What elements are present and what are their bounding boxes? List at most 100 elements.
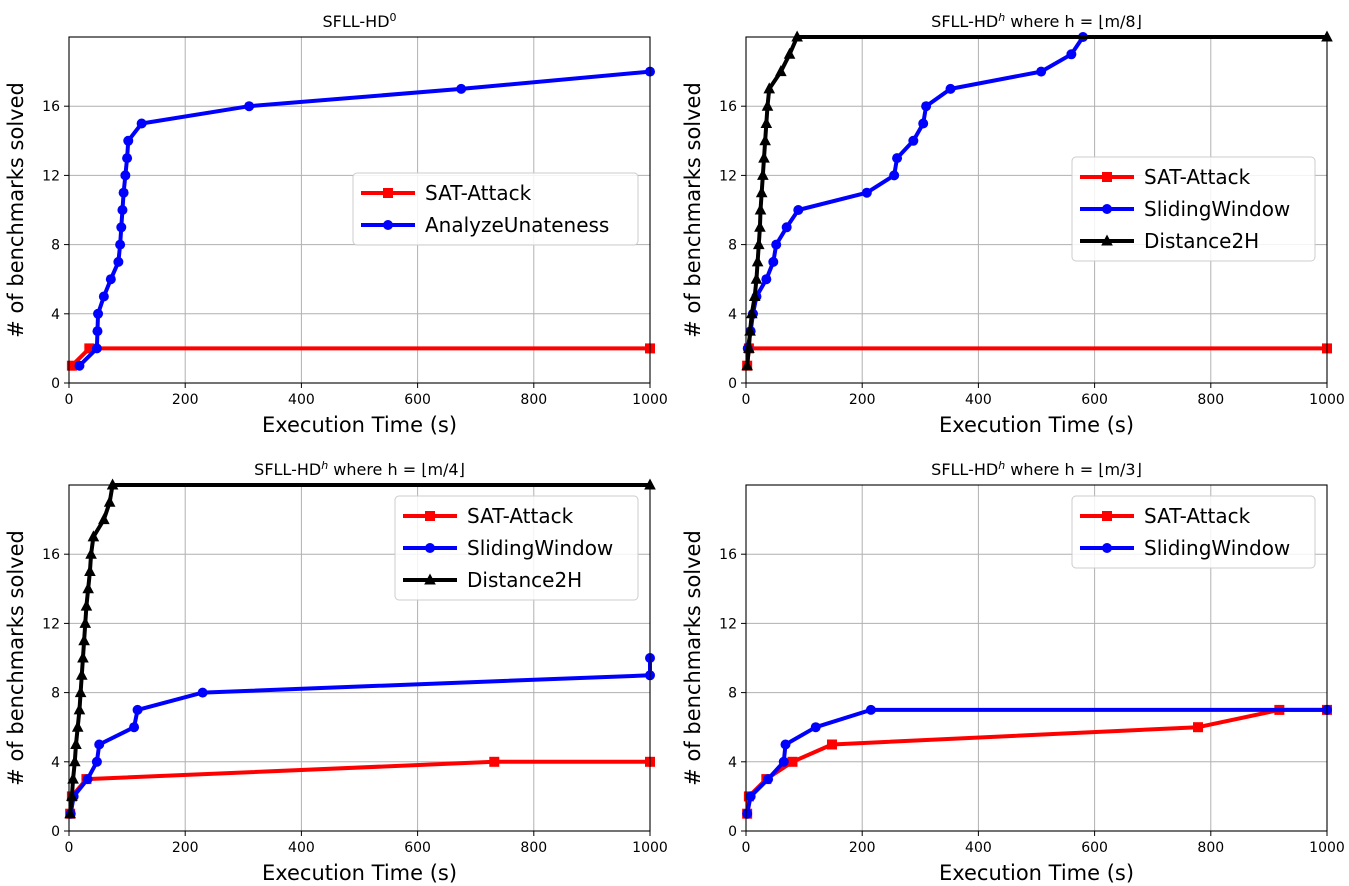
x-tick-label: 800 — [520, 840, 547, 856]
legend-marker — [1102, 204, 1112, 214]
x-axis-label: Execution Time (s) — [939, 413, 1134, 437]
data-point-distance2h — [755, 186, 768, 198]
data-point-distance2h — [763, 82, 776, 94]
data-point-sat-attack — [66, 360, 77, 371]
series-line-sat-attack — [68, 759, 650, 814]
data-point-distance2h — [74, 686, 87, 698]
x-tick-label: 200 — [849, 840, 876, 856]
plot-area — [66, 66, 655, 371]
data-point-sat-attack — [826, 739, 837, 750]
data-point-distance2h — [64, 807, 76, 819]
data-point-slidingwindow — [768, 256, 779, 267]
y-tick-label: 16 — [719, 99, 737, 115]
plot-area — [742, 704, 1332, 819]
data-point-slidingwindow — [82, 774, 93, 785]
data-point-distance2h — [754, 220, 766, 232]
data-point-distance2h — [751, 255, 764, 267]
chart-panel-4: 0 200 400 600 800 1000 0 4 8 12 16 SFLL-HDh where h… — [681, 459, 1345, 885]
data-point-distance2h — [71, 720, 84, 732]
legend-marker — [383, 188, 393, 198]
legend-item-sat-attack: SAT-Attack — [1080, 504, 1251, 528]
data-point-distance2h — [761, 99, 774, 111]
data-point-analyzeunateness — [91, 343, 102, 354]
data-point-sat-attack — [489, 756, 500, 767]
legend-label: SAT-Attack — [425, 181, 532, 205]
axes-frame — [745, 484, 1328, 832]
plot-area — [741, 30, 1333, 371]
y-tick-label: 0 — [51, 376, 60, 392]
data-point-distance2h — [84, 565, 96, 576]
x-tick-label: 200 — [172, 840, 199, 856]
data-point-slidingwindow — [94, 739, 105, 750]
data-point-slidingwindow — [810, 722, 821, 733]
y-tick-label: 8 — [728, 238, 737, 254]
legend-marker — [1102, 511, 1112, 521]
legend: SAT-Attack SlidingWindow Distance2H — [394, 495, 639, 601]
x-tick-label: 0 — [65, 392, 74, 408]
legend-item-analyzeunateness: AnalyzeUnateness — [361, 213, 609, 237]
y-tick-label: 16 — [719, 547, 737, 563]
data-point-distance2h — [1321, 30, 1333, 42]
data-point-analyzeunateness — [93, 308, 104, 319]
y-tick-label: 4 — [728, 755, 737, 771]
data-point-slidingwindow — [132, 704, 143, 715]
y-tick-label: 16 — [42, 547, 60, 563]
data-point-slidingwindow — [763, 774, 774, 785]
data-point-sat-attack — [787, 756, 798, 767]
y-tick-label: 12 — [719, 168, 737, 184]
data-point-distance2h — [741, 359, 753, 371]
data-point-analyzeunateness — [74, 360, 85, 371]
data-point-analyzeunateness — [118, 187, 129, 198]
plot-area — [64, 478, 656, 819]
legend-item-distance2h: Distance2H — [1080, 229, 1259, 253]
data-point-distance2h — [70, 738, 82, 749]
data-point-distance2h — [75, 668, 88, 680]
chart-panel-1: 0 200 400 600 800 1000 0 4 8 12 16 SFLL-HD0 Executio… — [4, 11, 668, 437]
series-line-slidingwindow — [68, 658, 652, 815]
x-tick-label: 200 — [172, 392, 199, 408]
y-tick-label: 12 — [719, 616, 737, 632]
data-point-distance2h — [783, 47, 796, 59]
data-point-distance2h — [106, 478, 119, 490]
legend-label: SAT-Attack — [1144, 504, 1251, 528]
data-point-slidingwindow — [793, 205, 804, 215]
x-tick-label: 600 — [404, 392, 431, 408]
x-tick-label: 1000 — [632, 392, 668, 408]
data-point-slidingwindow — [889, 170, 900, 181]
legend-marker — [425, 511, 435, 521]
y-tick-label: 8 — [51, 238, 60, 254]
data-point-distance2h — [754, 203, 767, 215]
y-axis-label: # of benchmarks solved — [681, 82, 705, 338]
axes-frame — [745, 36, 1328, 384]
data-point-sat-attack — [1193, 722, 1204, 733]
y-tick-label: 0 — [728, 824, 737, 840]
x-tick-label: 600 — [1081, 392, 1108, 408]
chart-title: SFLL-HDh where h = ⌊m/3⌋ — [931, 459, 1142, 479]
data-point-distance2h — [750, 272, 763, 284]
data-point-slidingwindow — [197, 687, 208, 698]
data-point-analyzeunateness — [122, 153, 133, 164]
data-point-distance2h — [79, 616, 92, 628]
data-point-slidingwindow — [921, 101, 932, 112]
legend-item-sat-attack: SAT-Attack — [403, 504, 574, 528]
x-tick-label: 400 — [965, 392, 992, 408]
x-tick-label: 200 — [849, 392, 876, 408]
data-point-analyzeunateness — [136, 118, 147, 129]
data-point-distance2h — [760, 117, 773, 128]
x-tick-label: 400 — [965, 840, 992, 856]
data-point-distance2h — [73, 703, 86, 715]
legend-marker — [1101, 234, 1113, 246]
data-point-slidingwindow — [945, 83, 956, 94]
data-point-sat-attack — [84, 343, 95, 354]
data-point-slidingwindow — [761, 274, 772, 285]
legend-item-slidingwindow: SlidingWindow — [1080, 536, 1290, 560]
data-point-slidingwindow — [892, 153, 903, 164]
legend-label: Distance2H — [467, 568, 582, 592]
data-point-distance2h — [82, 582, 94, 594]
legend: SAT-Attack SlidingWindow — [1071, 495, 1316, 569]
data-point-distance2h — [644, 478, 656, 490]
data-point-analyzeunateness — [117, 205, 128, 215]
legend-item-sat-attack: SAT-Attack — [361, 181, 532, 205]
data-point-slidingwindow — [129, 722, 140, 733]
data-point-analyzeunateness — [113, 256, 124, 267]
